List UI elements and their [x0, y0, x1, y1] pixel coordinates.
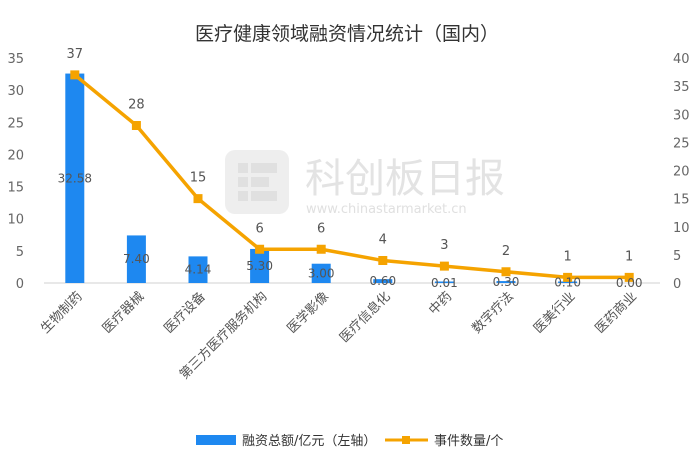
legend-bar-swatch: [196, 435, 236, 445]
line-point: [563, 272, 573, 282]
line-value-label: 1: [563, 249, 571, 264]
bar-value-label: 0.60: [369, 274, 396, 288]
category-label: 医药商业: [593, 289, 640, 336]
y-left-tick-label: 25: [7, 116, 24, 131]
bar: [373, 279, 393, 283]
y-right-tick-label: 20: [673, 165, 690, 180]
category-label: 生物制药: [38, 289, 85, 336]
line-point: [193, 194, 203, 204]
line-value-label: 15: [190, 171, 207, 186]
line-value-label: 6: [255, 221, 263, 236]
y-right-tick-label: 30: [673, 108, 690, 123]
bar-value-label: 32.58: [58, 171, 92, 185]
y-right-tick-label: 5: [673, 249, 681, 264]
legend-bar-label: 融资总额/亿元（左轴）: [242, 434, 376, 449]
bars: [65, 73, 578, 283]
bar: [126, 235, 146, 283]
bar-value-label: 0.10: [554, 276, 581, 290]
legend-line-marker: [402, 436, 410, 444]
line-point: [624, 272, 634, 282]
y-right-tick-label: 25: [673, 136, 690, 151]
line-point: [316, 244, 326, 254]
bar: [496, 281, 516, 283]
category-label: 中药: [426, 289, 455, 318]
y-right-tick-label: 15: [673, 193, 690, 208]
y-right-tick-label: 35: [673, 80, 690, 95]
y-left-tick-label: 30: [7, 84, 24, 99]
bar-value-label: 0.00: [616, 276, 643, 290]
line-point: [378, 256, 388, 265]
line-value-label: 37: [67, 47, 84, 62]
bar: [250, 248, 270, 283]
line-value-label: 3: [440, 238, 448, 253]
y-left-tick-label: 35: [7, 52, 24, 67]
y-left-tick-label: 20: [7, 148, 24, 163]
watermark-logo: [225, 150, 289, 214]
y-right-tick-label: 0: [673, 277, 681, 292]
watermark-text: 科创板日报: [305, 156, 505, 202]
y-left-tick-label: 0: [16, 277, 24, 292]
y-right-tick-label: 40: [673, 52, 690, 67]
chart-title: 医疗健康领域融资情况统计（国内）: [195, 23, 499, 45]
bar-value-label: 0.30: [493, 275, 520, 289]
bar-value-label: 0.01: [431, 276, 458, 290]
y-left-tick-label: 5: [16, 245, 24, 260]
line-point: [70, 70, 80, 80]
line-point: [255, 244, 265, 254]
line-value-label: 1: [625, 249, 633, 264]
line-series: [70, 70, 634, 282]
y-right-tick-label: 10: [673, 221, 690, 236]
line-value-label: 28: [128, 98, 145, 113]
bar: [558, 281, 578, 283]
bar-value-label: 7.40: [123, 252, 150, 266]
legend: 融资总额/亿元（左轴） 事件数量/个: [196, 434, 503, 449]
bar: [65, 73, 85, 283]
line-value-label: 2: [502, 244, 510, 259]
line-point: [501, 267, 511, 277]
category-label: 数字疗法: [469, 289, 516, 336]
legend-line-label: 事件数量/个: [434, 434, 503, 449]
category-label: 医学影像: [284, 289, 332, 337]
y-left-tick-label: 15: [7, 181, 24, 196]
category-label: 医疗信息化: [336, 289, 393, 346]
bar-labels: 32.58 7.40 4.14 5.30 3.00 0.60 0.01 0.30 0.10 0.0…: [58, 171, 643, 290]
line-point: [131, 121, 141, 130]
line-labels: 37 28 15 6 6 4 3 2 1 1: [67, 47, 634, 265]
line-path: [73, 73, 630, 280]
y-left-tick-label: 10: [7, 213, 24, 228]
bar-value-label: 5.30: [246, 259, 273, 273]
category-label: 医美行业: [531, 289, 578, 336]
line-point: [439, 261, 449, 271]
bar: [188, 256, 208, 283]
category-label: 医疗设备: [161, 289, 209, 337]
line-value-label: 6: [317, 221, 325, 236]
category-label: 医疗器械: [100, 289, 147, 336]
bar-value-label: 4.14: [185, 263, 212, 277]
watermark-url: www.chinastarmarket.cn: [306, 202, 467, 217]
line-value-label: 4: [379, 233, 387, 248]
bar-value-label: 3.00: [308, 266, 335, 280]
bar: [434, 281, 454, 283]
bar: [311, 263, 331, 283]
watermark: 科创板日报 www.chinastarmarket.cn: [225, 150, 505, 217]
